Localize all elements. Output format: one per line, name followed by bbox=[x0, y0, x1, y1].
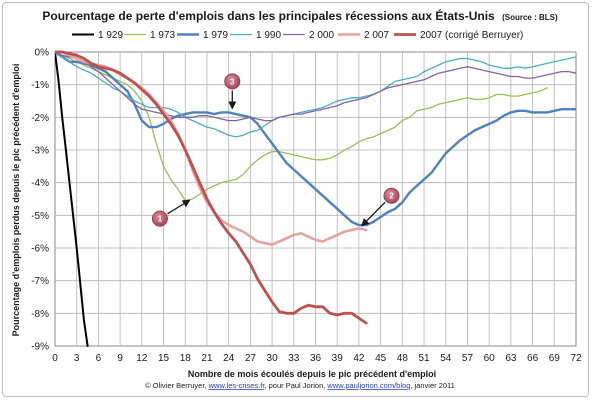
x-tick-label: 69 bbox=[549, 353, 561, 364]
legend-label-1-990: 1 990 bbox=[256, 30, 281, 41]
chart-title-main: Pourcentage de perte d'emplois dans les … bbox=[42, 8, 495, 23]
chart-subtitle: (Source : BLS) bbox=[502, 13, 558, 22]
series-lines bbox=[55, 50, 576, 347]
x-tick-label: 18 bbox=[180, 353, 192, 364]
x-tick-label: 36 bbox=[310, 353, 322, 364]
y-tick-label: -6% bbox=[31, 244, 49, 255]
credit-link-pauljorion[interactable]: www.pauljorion.com/blog bbox=[326, 381, 410, 390]
legend-label-1-929: 1 929 bbox=[98, 30, 123, 41]
x-axis-label: Nombre de mois écoulés depuis le pic pré… bbox=[188, 369, 436, 379]
annotations: 1 2 3 bbox=[151, 73, 400, 227]
x-tick-label: 39 bbox=[332, 353, 344, 364]
y-tick-label: -3% bbox=[31, 146, 49, 157]
x-tick-label: 42 bbox=[353, 353, 365, 364]
x-tick-label: 0 bbox=[52, 353, 58, 364]
x-tick-label: 15 bbox=[158, 353, 170, 364]
series-line-1-929 bbox=[55, 51, 89, 347]
x-tick-label: 3 bbox=[74, 353, 80, 364]
x-tick-label: 27 bbox=[245, 353, 257, 364]
legend-label-2007-corrige-berruyer: 2007 (corrigé Berruyer) bbox=[420, 30, 523, 41]
x-tick-label: 72 bbox=[570, 353, 582, 364]
callout-badge-3 bbox=[224, 73, 241, 90]
series-line-1-979 bbox=[55, 50, 576, 227]
x-tick-label: 60 bbox=[484, 353, 496, 364]
x-tick-label: 12 bbox=[136, 353, 148, 364]
grid bbox=[54, 51, 577, 347]
x-tick-label: 21 bbox=[201, 353, 213, 364]
x-tick-label: 63 bbox=[505, 353, 517, 364]
callout-arrow-2 bbox=[361, 201, 386, 227]
axes: 0%-1%-2%-3%-4%-5%-6%-7%-8%-9%0 3 6 9 12 15 18 2… bbox=[31, 48, 582, 365]
y-tick-label: -9% bbox=[31, 342, 49, 353]
legend: 1 929 1 973 1 979 1 990 2 000 2 007 2007 (corr… bbox=[72, 30, 523, 41]
credit-link-les-crises[interactable]: www.les-crises.fr bbox=[208, 381, 266, 390]
x-tick-label: 45 bbox=[375, 353, 387, 364]
legend-label-2-007: 2 007 bbox=[364, 30, 389, 41]
credit-line: © Olivier Berruyer, www.les-crises.fr, p… bbox=[145, 381, 455, 390]
y-tick-label: -1% bbox=[31, 80, 49, 91]
chart-title: Pourcentage de perte d'emplois dans les … bbox=[42, 8, 558, 23]
x-tick-label: 24 bbox=[223, 353, 235, 364]
callout-label-3: 3 bbox=[230, 77, 235, 86]
y-tick-label: -2% bbox=[31, 113, 49, 124]
credit-suffix: , janvier 2011 bbox=[410, 381, 454, 390]
series-line-1-990 bbox=[55, 51, 576, 138]
x-tick-label: 33 bbox=[288, 353, 300, 364]
callout-label-1: 1 bbox=[158, 215, 163, 224]
series-line-1-973 bbox=[55, 51, 548, 202]
x-tick-label: 48 bbox=[397, 353, 409, 364]
callout-badge-1 bbox=[151, 210, 168, 227]
x-tick-label: 51 bbox=[418, 353, 430, 364]
series-line-2-000 bbox=[55, 51, 576, 122]
y-axis-label: Pourcentage d'emplois perdus depuis le p… bbox=[11, 64, 21, 337]
credit-prefix: © Olivier Berruyer, bbox=[145, 381, 208, 390]
x-tick-label: 54 bbox=[440, 353, 452, 364]
x-tick-label: 9 bbox=[117, 353, 123, 364]
y-tick-label: -4% bbox=[31, 178, 49, 189]
y-tick-label: 0% bbox=[35, 48, 50, 59]
x-tick-label: 30 bbox=[267, 353, 279, 364]
credit-middle: , pour Paul Jorion, bbox=[264, 381, 327, 390]
series-line-2007-corrige-berruyer bbox=[55, 50, 368, 325]
x-tick-label: 66 bbox=[527, 353, 539, 364]
x-tick-label: 6 bbox=[96, 353, 102, 364]
y-tick-label: -7% bbox=[31, 276, 49, 287]
callout-arrow-1 bbox=[167, 199, 191, 215]
legend-label-1-973: 1 973 bbox=[150, 30, 175, 41]
x-tick-label: 57 bbox=[462, 353, 474, 364]
legend-label-2-000: 2 000 bbox=[309, 30, 334, 41]
callout-label-2: 2 bbox=[389, 192, 394, 201]
y-tick-label: -8% bbox=[31, 309, 49, 320]
legend-label-1-979: 1 979 bbox=[203, 30, 228, 41]
callout-badge-2 bbox=[383, 187, 400, 204]
y-tick-label: -5% bbox=[31, 211, 49, 222]
